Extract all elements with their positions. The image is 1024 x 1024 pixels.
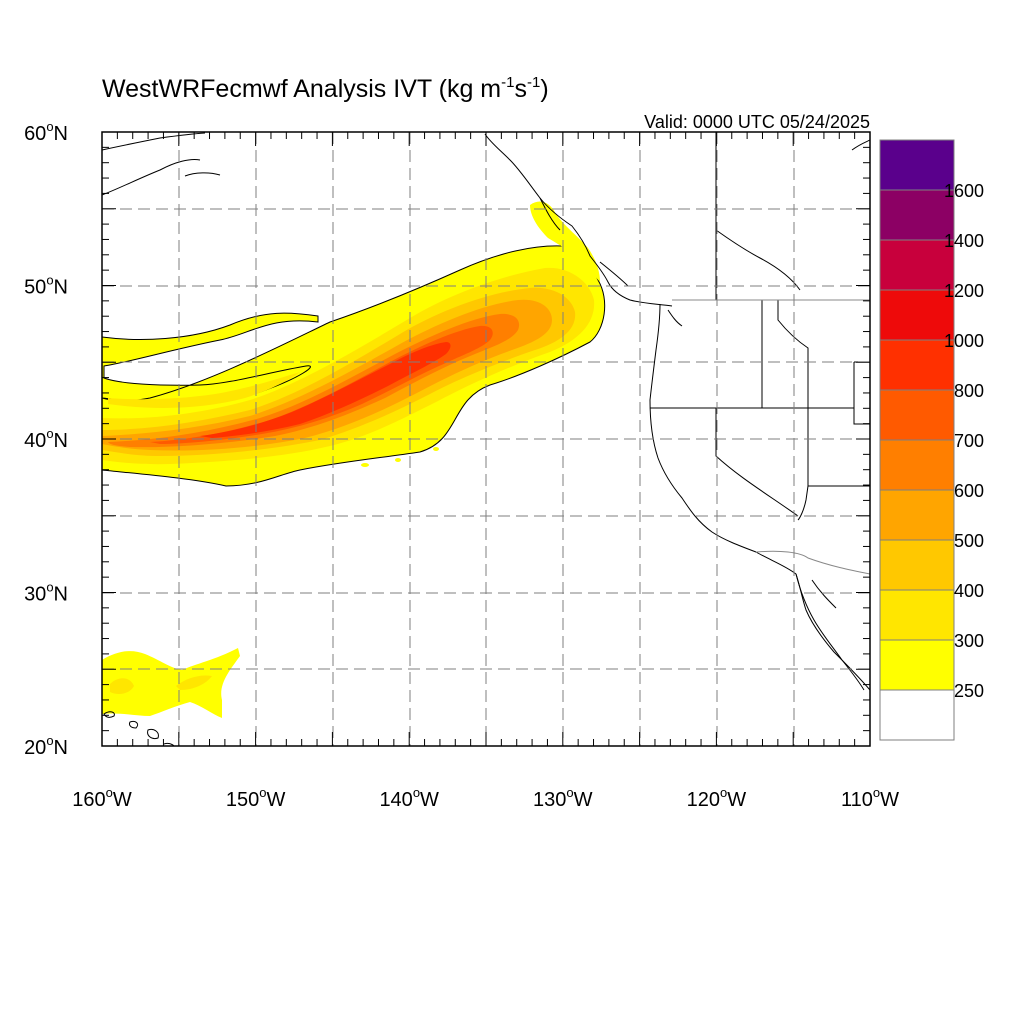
colorbar-box bbox=[879, 389, 955, 441]
lat-tick-label: 30oN bbox=[24, 580, 68, 606]
lon-tick-label: 140oW bbox=[379, 785, 439, 811]
latitude-labels: 60oN 50oN 40oN 30oN 20oN bbox=[24, 119, 68, 759]
plot-title: WestWRFecmwf Analysis IVT (kg m-1s-1) bbox=[102, 74, 549, 103]
colorbar-box bbox=[879, 489, 955, 541]
ivt-level-300-north-arm bbox=[108, 372, 300, 408]
lon-tick-label: 160oW bbox=[72, 785, 132, 811]
map-area bbox=[102, 132, 870, 746]
lat-lon-grid bbox=[102, 132, 870, 746]
colorbar-box bbox=[879, 289, 955, 341]
lon-tick-label: 120oW bbox=[687, 785, 747, 811]
lon-tick-label: 110oW bbox=[841, 785, 899, 811]
colorbar-box bbox=[879, 239, 955, 291]
lon-tick-label: 130oW bbox=[533, 785, 593, 811]
longitude-labels: 160oW 150oW 140oW 130oW 120oW 110oW bbox=[72, 785, 899, 811]
ivt-level-800 bbox=[200, 342, 451, 438]
ivt-level-250-panhandle bbox=[530, 201, 600, 282]
ivt-level-250-hawaii bbox=[102, 648, 240, 718]
coastlines bbox=[102, 132, 870, 746]
colorbar-box bbox=[879, 339, 955, 391]
ivt-blob bbox=[395, 458, 401, 462]
colorbar-box bbox=[879, 689, 955, 741]
colorbar-box bbox=[879, 139, 955, 191]
lat-tick-label: 50oN bbox=[24, 273, 68, 299]
colorbar-box bbox=[879, 189, 955, 241]
colorbar-label: 250 bbox=[954, 681, 984, 701]
colorbar-box bbox=[879, 639, 955, 691]
ivt-level-600 bbox=[108, 313, 520, 448]
colorbar-label: 600 bbox=[954, 481, 984, 501]
ivt-contours bbox=[102, 201, 606, 718]
colorbar: 250 300 400 500 600 700 800 1000 1200 1400 1600 bbox=[879, 139, 984, 741]
lat-tick-label: 60oN bbox=[24, 119, 68, 145]
colorbar-box bbox=[879, 539, 955, 591]
colorbar-label: 700 bbox=[954, 431, 984, 451]
axis-ticks bbox=[101, 131, 871, 747]
ivt-level-300-hawaii bbox=[110, 675, 212, 694]
colorbar-label: 1600 bbox=[944, 181, 984, 201]
colorbar-label: 300 bbox=[954, 631, 984, 651]
colorbar-label: 800 bbox=[954, 381, 984, 401]
lon-tick-label: 150oW bbox=[226, 785, 286, 811]
colorbar-box bbox=[879, 439, 955, 491]
ivt-blob bbox=[361, 463, 369, 467]
colorbar-label: 1200 bbox=[944, 281, 984, 301]
lat-tick-label: 20oN bbox=[24, 733, 68, 759]
colorbar-label: 400 bbox=[954, 581, 984, 601]
political-borders bbox=[650, 132, 870, 521]
ivt-blob bbox=[433, 447, 439, 451]
colorbar-label: 1000 bbox=[944, 331, 984, 351]
colorbar-label: 500 bbox=[954, 531, 984, 551]
colorbar-box bbox=[879, 589, 955, 641]
valid-time: Valid: 0000 UTC 05/24/2025 bbox=[644, 112, 870, 132]
lat-tick-label: 40oN bbox=[24, 426, 68, 452]
mexico-border bbox=[672, 299, 870, 575]
colorbar-label: 1400 bbox=[944, 231, 984, 251]
ivt-blob bbox=[425, 442, 431, 446]
